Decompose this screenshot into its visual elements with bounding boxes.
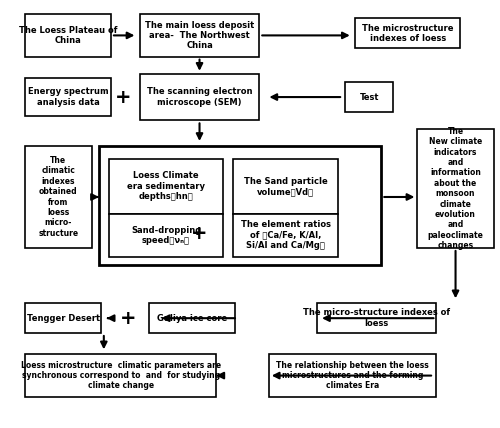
Text: The
New climate
indicators
and
information
about the
monsoon
climate
evolution
a: The New climate indicators and informati… — [428, 127, 484, 250]
Text: Test: Test — [360, 92, 379, 101]
FancyBboxPatch shape — [25, 14, 111, 56]
FancyBboxPatch shape — [317, 303, 436, 333]
Text: The
climatic
indexes
obtained
from
loess
micro-
structure: The climatic indexes obtained from loess… — [38, 156, 78, 238]
FancyBboxPatch shape — [140, 74, 260, 120]
FancyBboxPatch shape — [99, 146, 382, 265]
FancyBboxPatch shape — [140, 14, 260, 56]
FancyBboxPatch shape — [346, 82, 394, 112]
Text: The Loess Plateau of
China: The Loess Plateau of China — [18, 26, 117, 45]
Text: The relationship between the loess
microstructures and the forming
climates Era: The relationship between the loess micro… — [276, 361, 429, 390]
FancyBboxPatch shape — [25, 78, 111, 116]
Text: Guliya ice core: Guliya ice core — [157, 314, 228, 323]
FancyBboxPatch shape — [25, 303, 102, 333]
FancyBboxPatch shape — [25, 354, 216, 397]
Text: Sand-dropping
speed（νₙ）: Sand-dropping speed（νₙ） — [131, 226, 201, 245]
Text: Energy spectrum
analysis data: Energy spectrum analysis data — [28, 87, 108, 107]
FancyBboxPatch shape — [108, 214, 224, 256]
FancyBboxPatch shape — [150, 303, 236, 333]
Text: The scanning electron
microscope (SEM): The scanning electron microscope (SEM) — [147, 87, 252, 107]
Text: The Sand particle
volume（Vd）: The Sand particle volume（Vd） — [244, 177, 328, 196]
Text: The microstructure
indexes of loess: The microstructure indexes of loess — [362, 24, 454, 43]
Text: +: + — [120, 309, 136, 328]
Text: Loess microstructure  climatic parameters are
synchronous correspond to  and  fo: Loess microstructure climatic parameters… — [20, 361, 220, 390]
Text: The micro-structure indexes of
loess: The micro-structure indexes of loess — [303, 309, 450, 328]
Text: +: + — [192, 224, 208, 243]
FancyBboxPatch shape — [355, 18, 461, 48]
FancyBboxPatch shape — [108, 159, 224, 214]
Text: The main loess deposit
area-  The Northwest
China: The main loess deposit area- The Northwe… — [145, 21, 254, 51]
FancyBboxPatch shape — [233, 214, 338, 256]
Text: +: + — [114, 88, 131, 107]
FancyBboxPatch shape — [233, 159, 338, 214]
FancyBboxPatch shape — [269, 354, 436, 397]
Text: The element ratios
of （Ca/Fe, K/Al,
Si/Al and Ca/Mg）: The element ratios of （Ca/Fe, K/Al, Si/A… — [240, 220, 330, 250]
FancyBboxPatch shape — [418, 129, 494, 248]
FancyBboxPatch shape — [25, 146, 92, 248]
Text: Loess Climate
era sedimentary
depths（hn）: Loess Climate era sedimentary depths（hn） — [127, 172, 205, 201]
Text: Tengger Desert: Tengger Desert — [26, 314, 100, 323]
